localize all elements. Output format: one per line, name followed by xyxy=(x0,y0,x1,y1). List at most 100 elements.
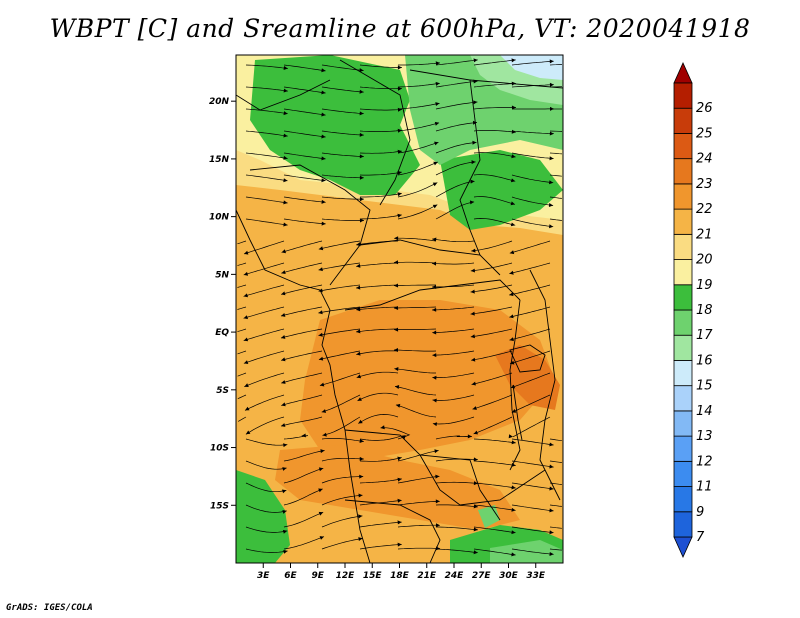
colorbar-label: 18 xyxy=(696,303,713,318)
lon-tick-label: 6E xyxy=(284,571,297,581)
streamline xyxy=(435,180,475,198)
streamline xyxy=(281,372,323,384)
lat-tick-label: 20N xyxy=(209,97,230,107)
streamline-arrow xyxy=(359,175,364,180)
longitude-axis: 3E 6E 9E 12E 15E 18E 21E 24E 27E 30E 33E xyxy=(257,563,546,581)
lon-tick-label: 9E xyxy=(312,571,325,581)
streamline xyxy=(432,394,475,401)
colorbar-label: 14 xyxy=(696,404,713,419)
streamline xyxy=(359,499,402,506)
streamline-arrow xyxy=(319,382,325,387)
streamline-arrow xyxy=(318,356,324,361)
country-borders xyxy=(236,59,563,563)
streamline-arrow xyxy=(243,360,249,364)
streamline-arrow xyxy=(394,367,399,371)
streamline xyxy=(549,218,562,221)
streamline xyxy=(243,350,285,364)
streamline-arrow xyxy=(282,489,287,494)
streamline xyxy=(321,538,363,550)
streamline xyxy=(473,526,516,534)
streamline-arrow xyxy=(394,283,399,288)
streamline xyxy=(281,262,323,274)
streamline xyxy=(511,482,554,490)
streamline xyxy=(245,152,288,159)
streamline xyxy=(356,306,399,311)
streamline-arrow xyxy=(395,385,400,389)
streamline-arrow xyxy=(435,102,440,106)
streamline xyxy=(283,152,326,160)
lake-victoria xyxy=(509,344,546,373)
streamline-arrow xyxy=(282,510,287,514)
streamline xyxy=(472,394,513,410)
streamline xyxy=(435,142,477,154)
streamline-arrow xyxy=(432,353,437,358)
streamline-arrow xyxy=(282,467,287,471)
colorbar-segment xyxy=(673,107,693,134)
streamline xyxy=(283,488,323,506)
streamline-arrow xyxy=(283,88,288,93)
streamline-arrow xyxy=(359,89,364,94)
streamline xyxy=(511,130,554,135)
streamline-arrow xyxy=(470,268,475,273)
streamline xyxy=(245,64,288,69)
streamline xyxy=(435,101,478,110)
colorbar-label: 25 xyxy=(696,126,713,141)
streamline xyxy=(283,86,326,94)
streamline-arrow xyxy=(359,474,364,479)
wbpt-field xyxy=(236,55,563,563)
streamline xyxy=(245,482,287,493)
streamline xyxy=(397,161,438,176)
streamline xyxy=(512,416,551,438)
streamline xyxy=(470,284,513,293)
streamline xyxy=(321,108,364,114)
streamline-arrow xyxy=(434,141,439,146)
streamline xyxy=(356,371,399,378)
border-libya xyxy=(469,79,563,89)
streamline xyxy=(432,350,475,356)
streamline-arrow xyxy=(511,105,516,110)
streamline xyxy=(321,86,364,93)
lat-tick-label: 5S xyxy=(216,386,229,396)
streamline xyxy=(473,59,516,66)
streamline-arrow xyxy=(322,432,327,437)
streamline xyxy=(318,284,361,292)
streamline-arrow xyxy=(467,434,472,439)
streamline-arrow xyxy=(397,477,402,482)
lon-tick-label: 15E xyxy=(363,571,383,581)
streamline xyxy=(473,196,516,205)
streamline-arrow xyxy=(318,267,323,272)
streamline-arrow xyxy=(509,270,514,275)
streamline xyxy=(283,536,325,550)
streamline xyxy=(511,526,554,534)
lon-tick-label: 18E xyxy=(390,571,410,581)
streamline xyxy=(244,394,285,411)
streamline xyxy=(473,482,516,489)
streamline xyxy=(359,108,403,111)
streamline xyxy=(509,350,551,365)
streamline-arrow xyxy=(359,111,364,116)
streamline-arrow xyxy=(434,121,440,126)
lon-tick-label: 12E xyxy=(336,571,356,581)
streamline-arrow xyxy=(318,488,323,493)
streamline xyxy=(359,214,402,220)
streamline-arrow xyxy=(397,456,402,461)
streamline xyxy=(511,460,554,468)
streamline xyxy=(509,262,551,274)
streamline xyxy=(356,328,398,333)
streamline-arrow xyxy=(432,375,437,380)
streamline xyxy=(318,240,361,250)
colorbar-label: 9 xyxy=(696,505,704,520)
streamline xyxy=(359,457,402,462)
streamline-arrow xyxy=(473,527,478,532)
streamline xyxy=(245,438,288,446)
streamline-arrow xyxy=(281,402,286,407)
streamline xyxy=(359,64,402,68)
streamline-arrow xyxy=(432,422,438,427)
streamline-arrow xyxy=(301,433,306,438)
streamline xyxy=(394,237,437,242)
streamline-arrow xyxy=(245,406,250,411)
streamline xyxy=(397,82,440,88)
streamline xyxy=(321,130,364,136)
streamline xyxy=(473,130,516,133)
streamline-arrow xyxy=(283,200,288,205)
